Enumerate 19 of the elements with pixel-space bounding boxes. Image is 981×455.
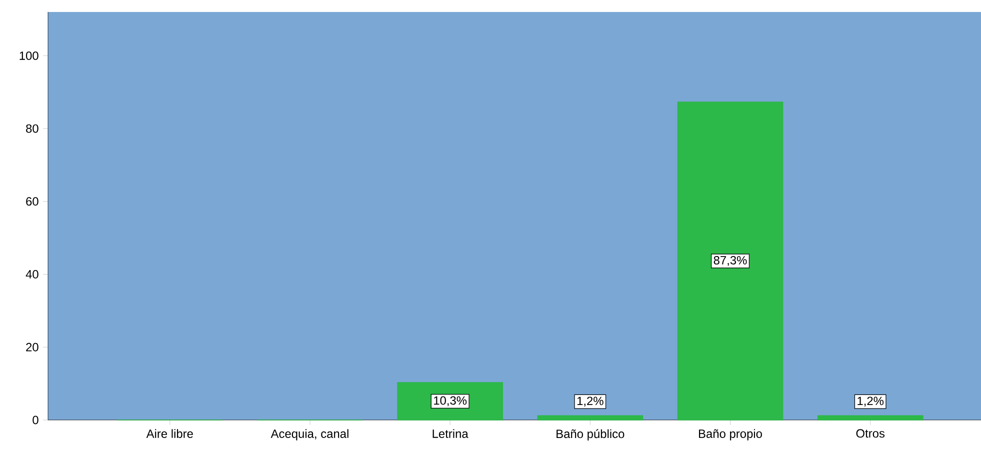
y-tick-label: 40	[26, 270, 38, 278]
y-tick-label: 60	[26, 197, 38, 206]
bar	[677, 102, 784, 420]
x-tick-label: Acequia, canal	[270, 429, 348, 440]
data-label: 87,3%	[714, 256, 747, 266]
x-tick-label: Otros	[856, 429, 885, 438]
y-tick-label: 80	[26, 124, 38, 133]
x-tick-label: Baño público	[556, 429, 624, 440]
data-label: 10,3%	[434, 396, 467, 406]
bar	[817, 415, 924, 420]
data-label: 1,2%	[858, 396, 884, 407]
bar	[537, 415, 644, 420]
x-tick-label: Baño propio	[699, 429, 762, 440]
x-tick-label: Letrina	[432, 429, 468, 438]
x-tick-label: Aire libre	[146, 429, 193, 438]
y-tick-label: 100	[20, 51, 38, 60]
data-label: 1,2%	[577, 396, 604, 407]
y-tick-label: 0	[32, 416, 38, 424]
y-tick-label: 20	[26, 342, 38, 352]
